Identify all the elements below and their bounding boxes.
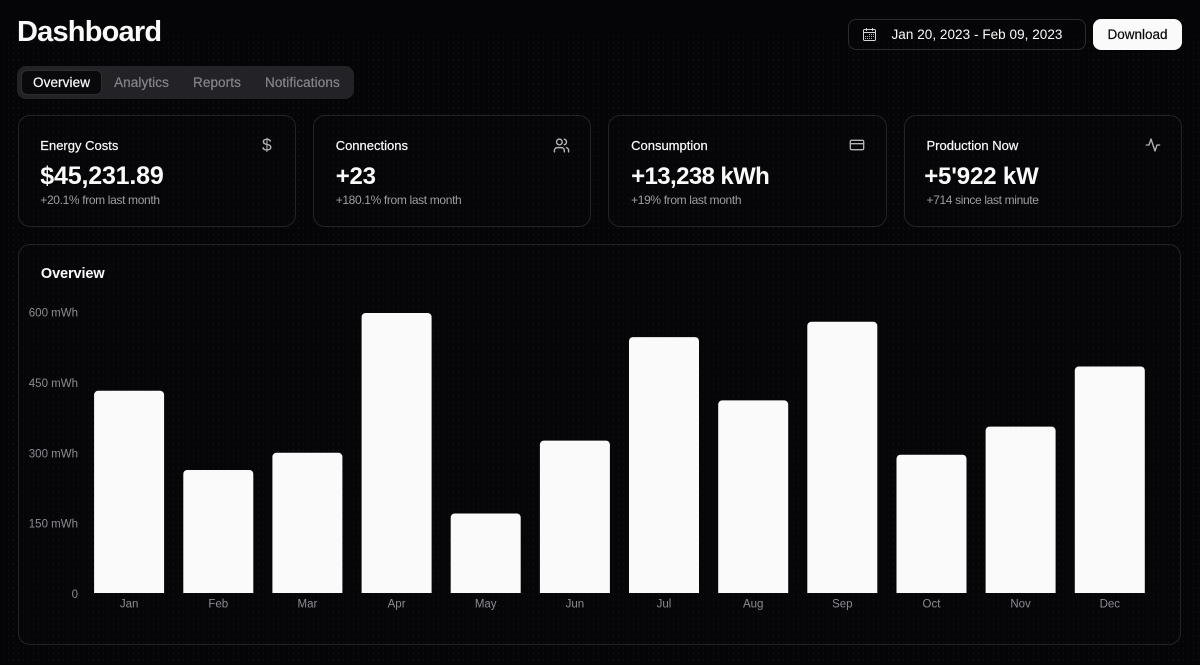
svg-text:Jul: Jul (657, 599, 672, 611)
svg-text:600 mWh: 600 mWh (29, 308, 78, 320)
svg-text:300 mWh: 300 mWh (29, 448, 78, 460)
svg-text:May: May (475, 599, 497, 611)
svg-text:Jan: Jan (120, 599, 139, 611)
svg-text:Mar: Mar (297, 599, 317, 611)
svg-text:450 mWh: 450 mWh (29, 378, 78, 390)
svg-text:Jun: Jun (566, 599, 585, 611)
svg-text:Apr: Apr (388, 599, 406, 611)
svg-text:Feb: Feb (208, 599, 228, 611)
svg-text:Oct: Oct (923, 599, 942, 611)
svg-text:150 mWh: 150 mWh (29, 519, 78, 531)
svg-text:Aug: Aug (743, 599, 763, 611)
svg-text:Nov: Nov (1010, 599, 1031, 611)
svg-text:Dec: Dec (1100, 599, 1121, 611)
svg-text:Sep: Sep (832, 599, 852, 611)
svg-text:0: 0 (72, 589, 78, 601)
